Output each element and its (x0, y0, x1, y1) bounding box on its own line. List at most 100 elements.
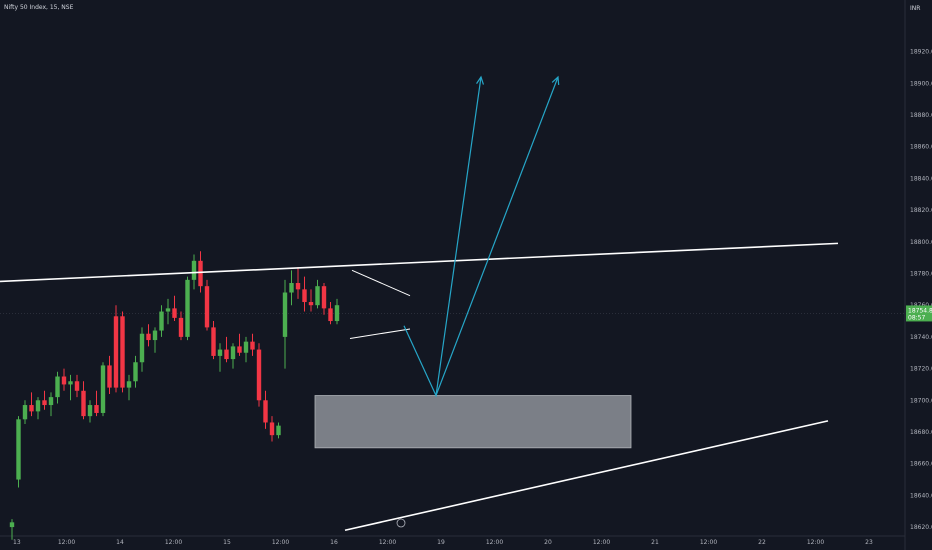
pennant-upper-line (351, 269, 411, 297)
candle-body (68, 381, 73, 385)
time-tick-label: 15 (223, 539, 231, 546)
candle-body (61, 376, 67, 385)
chart-title: Nifty 50 Index, 15, NSE (4, 4, 74, 11)
time-tick-label: 23 (865, 539, 873, 546)
time-tick-label: 22 (758, 539, 766, 546)
price-tick-label: 18620.00 (910, 524, 932, 531)
candle-body (198, 260, 203, 287)
candle-body (100, 365, 106, 413)
candle-body (94, 405, 99, 413)
candle-body (237, 346, 242, 353)
time-tick-label: 12:00 (379, 539, 396, 546)
price-tick-label: 18900.00 (910, 80, 932, 87)
candle-body (48, 397, 54, 406)
candle-body (217, 349, 223, 356)
candle-body (172, 308, 177, 318)
time-tick-label: 12:00 (272, 539, 289, 546)
candle-body (139, 333, 145, 363)
price-unit-label: INR (910, 5, 921, 12)
price-tick-label: 18720.00 (910, 366, 932, 373)
price-tick-label: 18800.00 (910, 239, 932, 246)
price-tick-label: 18920.00 (910, 49, 932, 56)
time-tick-label: 20 (544, 539, 552, 546)
time-tick-label: 21 (651, 539, 659, 546)
arrow-head (476, 75, 485, 85)
demand-zone-box (314, 395, 632, 449)
time-tick-label: 12:00 (165, 539, 182, 546)
trendline-line (0, 242, 839, 283)
projection-arrow (403, 76, 482, 398)
last-price-badge (906, 305, 932, 322)
price-tick-label: 18700.00 (910, 397, 932, 404)
candle-body (211, 327, 216, 356)
arrow-head (551, 75, 560, 86)
projection-arrow (435, 76, 559, 396)
candle-body (120, 316, 125, 388)
candle-body (185, 279, 190, 337)
candle-body (224, 349, 229, 360)
candle-body (113, 316, 119, 388)
price-tick-label: 18680.00 (910, 429, 932, 436)
candle-body (55, 376, 60, 398)
event-marker-icon (396, 518, 406, 528)
candle-body (29, 405, 34, 412)
candle-body (126, 381, 132, 388)
candle-body (22, 405, 28, 420)
trendline-line (344, 420, 829, 532)
candle-body (107, 365, 112, 388)
candle-body (321, 286, 327, 309)
last-price-value: 18754.80 (908, 307, 932, 314)
candle-body (250, 341, 255, 350)
candle-body (276, 425, 281, 436)
price-tick-label: 18660.00 (910, 461, 932, 468)
candle-body (133, 362, 138, 382)
price-tick-label: 18880.00 (910, 112, 932, 119)
candle-body (204, 286, 210, 328)
time-tick-label: 12:00 (807, 539, 824, 546)
price-tick-label: 18820.00 (910, 207, 932, 214)
pennant-lower-line (349, 328, 411, 339)
candle-body (16, 419, 21, 480)
candle-body (178, 317, 184, 337)
candle-body (230, 346, 236, 360)
candle-body (295, 283, 301, 290)
candle-body (269, 422, 275, 436)
candle-body (282, 292, 288, 337)
candle-body (42, 400, 47, 406)
price-tick-label: 18840.00 (910, 175, 932, 182)
candle-body (263, 400, 268, 423)
time-tick-label: 19 (437, 539, 445, 546)
candle-body (334, 305, 340, 322)
time-tick-label: 14 (116, 539, 124, 546)
candle-body (87, 405, 93, 417)
price-tick-label: 18860.00 (910, 144, 932, 151)
candle-body (81, 390, 86, 417)
candle-body (256, 349, 262, 401)
price-tick-label: 18780.00 (910, 271, 932, 278)
time-tick-label: 12:00 (593, 539, 610, 546)
time-tick-label: 12:00 (486, 539, 503, 546)
candle-body (289, 283, 294, 293)
candle-body (35, 400, 41, 412)
candle-body (165, 308, 171, 312)
price-tick-label: 18640.00 (910, 492, 932, 499)
time-tick-label: 13 (13, 539, 21, 546)
time-tick-label: 12:00 (58, 539, 75, 546)
candle-body (191, 260, 197, 280)
candle-body (9, 522, 15, 528)
candle-body (146, 333, 151, 341)
candle-body (159, 311, 164, 331)
candle-body (152, 330, 158, 341)
candle-body (328, 308, 333, 322)
candle-body (243, 341, 249, 353)
time-tick-label: 12:00 (700, 539, 717, 546)
candle-body (308, 302, 314, 306)
price-countdown: 08:57 (908, 314, 925, 321)
candle-body (74, 381, 80, 391)
candle-body (302, 289, 307, 303)
price-tick-label: 18740.00 (910, 334, 932, 341)
time-tick-label: 16 (330, 539, 338, 546)
candle-body (315, 286, 320, 306)
